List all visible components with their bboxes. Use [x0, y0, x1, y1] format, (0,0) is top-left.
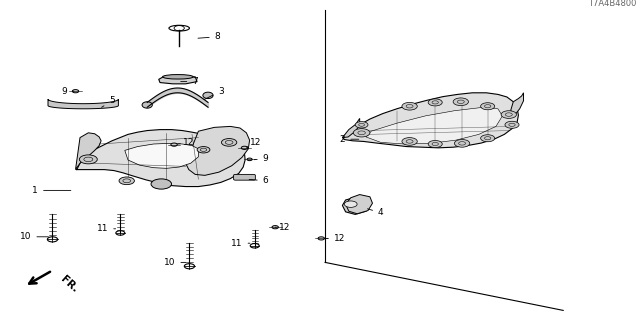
Circle shape: [241, 146, 248, 149]
Circle shape: [344, 201, 357, 207]
Circle shape: [428, 99, 442, 106]
Text: 8: 8: [198, 32, 220, 41]
Text: 12: 12: [246, 138, 262, 147]
Text: 3: 3: [204, 87, 223, 100]
Polygon shape: [125, 143, 198, 168]
Text: 11: 11: [231, 239, 250, 248]
Circle shape: [247, 158, 252, 161]
Polygon shape: [76, 133, 101, 170]
Circle shape: [171, 143, 177, 146]
Circle shape: [221, 139, 237, 146]
Polygon shape: [366, 108, 502, 144]
Text: 11: 11: [97, 224, 116, 233]
Circle shape: [272, 226, 278, 229]
Polygon shape: [346, 195, 372, 214]
Circle shape: [454, 140, 470, 147]
Circle shape: [72, 90, 79, 93]
Polygon shape: [76, 130, 245, 187]
FancyBboxPatch shape: [234, 174, 255, 180]
Circle shape: [318, 237, 324, 240]
Text: 4: 4: [367, 208, 383, 217]
Polygon shape: [48, 99, 118, 109]
Text: 5: 5: [102, 96, 115, 107]
Text: 9: 9: [254, 154, 268, 163]
Polygon shape: [511, 93, 524, 115]
Text: 6: 6: [249, 176, 268, 185]
Polygon shape: [342, 93, 518, 148]
Circle shape: [481, 103, 495, 110]
Ellipse shape: [163, 75, 193, 79]
Circle shape: [119, 177, 134, 185]
Circle shape: [79, 155, 97, 164]
Circle shape: [402, 138, 417, 145]
Polygon shape: [186, 126, 250, 175]
Text: 12: 12: [178, 138, 195, 147]
Polygon shape: [159, 77, 197, 84]
Text: 12: 12: [275, 223, 291, 232]
Circle shape: [453, 98, 468, 106]
Circle shape: [355, 122, 368, 128]
Circle shape: [428, 140, 442, 148]
Text: 10: 10: [20, 232, 49, 241]
Ellipse shape: [203, 92, 213, 99]
Circle shape: [151, 179, 172, 189]
Circle shape: [353, 129, 370, 137]
Circle shape: [505, 121, 519, 128]
Ellipse shape: [142, 102, 152, 108]
Text: 2: 2: [340, 135, 359, 144]
Text: FR.: FR.: [59, 274, 80, 295]
Text: 10: 10: [164, 258, 186, 267]
Text: 7: 7: [180, 77, 198, 86]
Circle shape: [402, 102, 417, 110]
Text: 1: 1: [33, 186, 71, 195]
Polygon shape: [342, 197, 370, 214]
Text: 12: 12: [326, 234, 345, 243]
Text: 9: 9: [61, 87, 74, 96]
Circle shape: [501, 111, 516, 118]
Text: T7A4B4800: T7A4B4800: [588, 0, 637, 8]
Polygon shape: [342, 118, 360, 138]
Circle shape: [481, 135, 495, 142]
Circle shape: [197, 147, 210, 153]
